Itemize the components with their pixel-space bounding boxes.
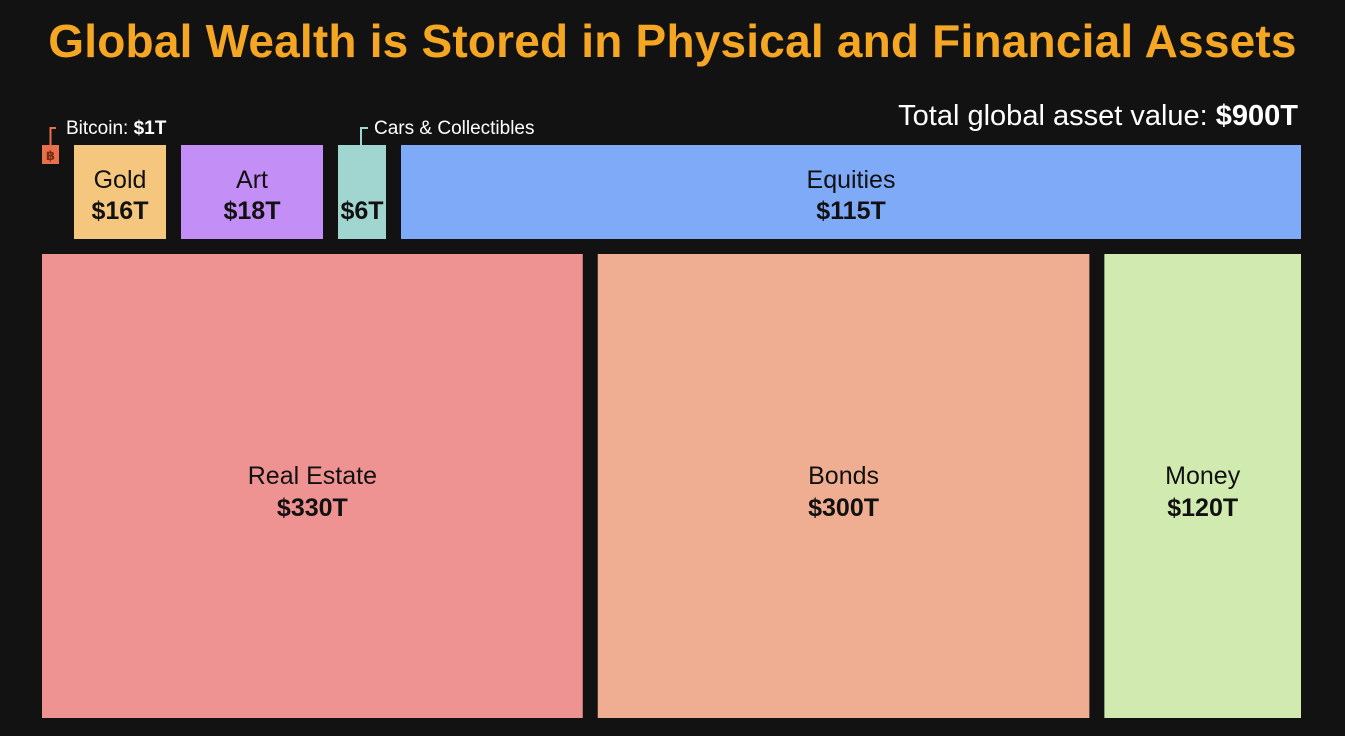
callout-bitcoin-label: Bitcoin: xyxy=(66,118,134,139)
chart-title: Global Wealth is Stored in Physical and … xyxy=(48,15,1297,67)
cell-value-bonds: $300T xyxy=(808,494,879,522)
cell-value-cars-and-collectibles: $6T xyxy=(340,197,383,225)
cell-gold xyxy=(74,145,166,239)
cell-money xyxy=(1104,254,1301,718)
cell-value-gold: $16T xyxy=(92,197,149,225)
cell-bonds xyxy=(597,254,1090,718)
callout-line-bitcoin xyxy=(49,127,56,145)
cell-label-gold: Gold xyxy=(94,166,147,194)
cell-bitcoin xyxy=(42,145,59,164)
cell-value-money: $120T xyxy=(1167,494,1238,522)
cell-value-art: $18T xyxy=(224,197,281,225)
cell-value-equities: $115T xyxy=(816,197,886,225)
cell-label-money: Money xyxy=(1165,462,1241,490)
bitcoin-icon: ฿ xyxy=(46,149,55,164)
callout-bitcoin: Bitcoin: $1T xyxy=(66,118,167,139)
cell-label-art: Art xyxy=(236,166,268,194)
cell-real-estate xyxy=(42,254,583,718)
callout-line-cars xyxy=(360,127,368,145)
cell-value-real-estate: $330T xyxy=(277,494,348,522)
total-asset-value: Total global asset value: $900T xyxy=(898,100,1298,133)
callout-bitcoin-value: $1T xyxy=(134,118,167,139)
total-label: Total global asset value: xyxy=(898,100,1216,132)
cell-cars-and-collectibles xyxy=(338,145,386,239)
cell-art xyxy=(181,145,323,239)
cell-label-real-estate: Real Estate xyxy=(248,462,377,490)
callout-cars: Cars & Collectibles xyxy=(374,118,535,139)
cell-label-bonds: Bonds xyxy=(808,462,879,490)
cell-label-equities: Equities xyxy=(807,166,896,194)
cell-equities xyxy=(401,145,1301,239)
total-value: $900T xyxy=(1215,100,1298,132)
